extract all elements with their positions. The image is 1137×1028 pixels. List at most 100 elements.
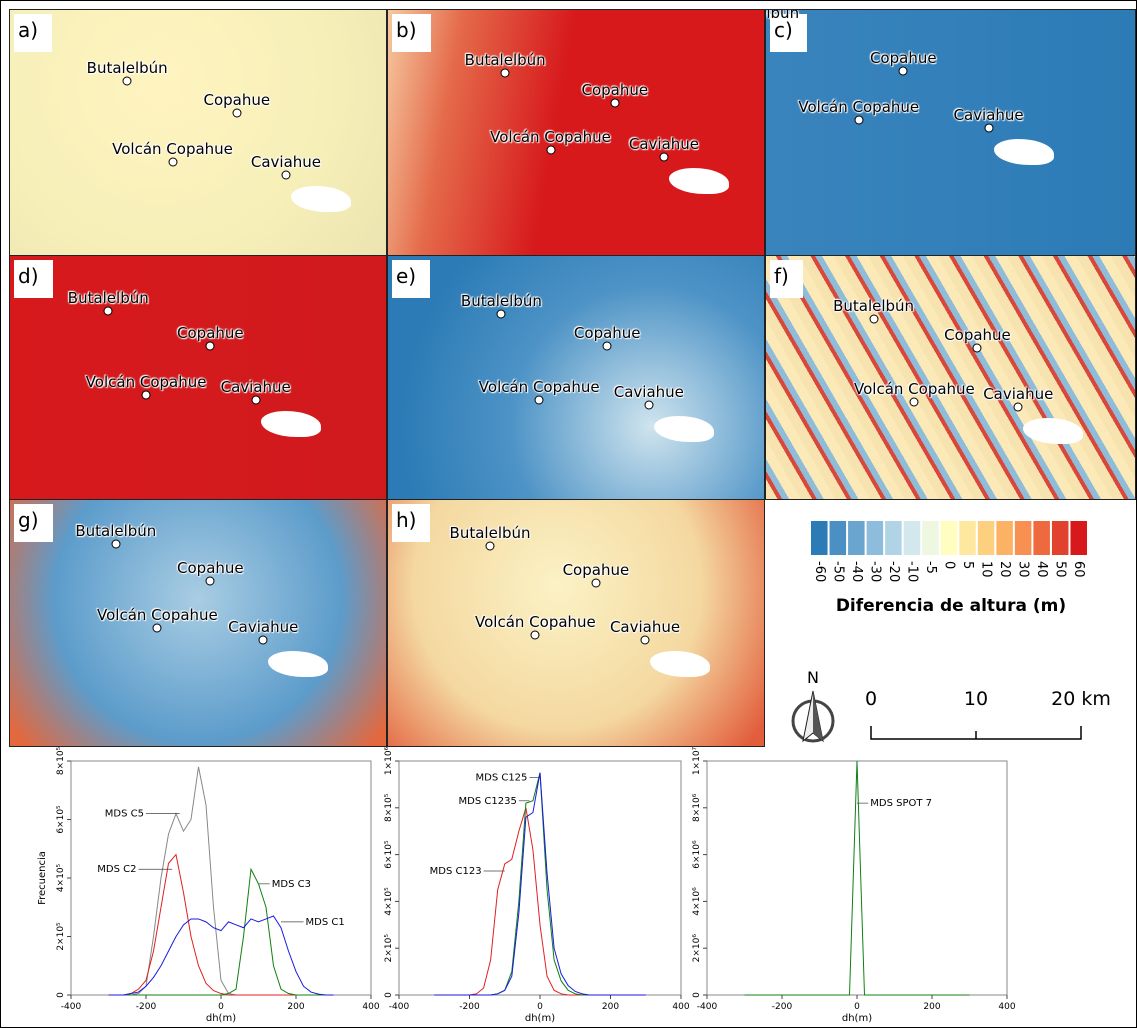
x-axis-label: dh(m) — [525, 1013, 555, 1024]
map-panel: b) Butalelbún Copahue Volcán Copahue Caviahu… — [387, 9, 765, 256]
place-marker — [909, 397, 919, 407]
legend-tick: 5 — [960, 561, 975, 569]
series-annotation: MDS C1235 — [459, 796, 517, 807]
map-panel: d) Butalelbún Copahue Volcán Copahue Caviahu… — [9, 255, 387, 500]
legend-area: Diferencia de altura (m) N 0 10 20 km -6… — [791, 521, 1111, 743]
place-marker — [205, 341, 215, 351]
legend-swatch — [885, 521, 902, 555]
panel-label: e) — [392, 260, 431, 298]
legend-tick: -20 — [886, 561, 901, 582]
series-annotation: MDS C125 — [475, 772, 527, 783]
scale-label: 0 — [865, 688, 877, 710]
lake — [268, 651, 329, 678]
plot-frame — [706, 760, 1008, 996]
legend-swatch — [1051, 521, 1069, 555]
place-name: Butalelbún — [449, 524, 531, 543]
legend-tick: -40 — [849, 561, 864, 582]
legend-swatch — [922, 521, 939, 555]
x-tick-label: 400 — [998, 1002, 1015, 1012]
place-marker — [534, 395, 544, 405]
legend-swatch — [866, 521, 884, 555]
place-marker — [500, 68, 510, 78]
place-name: Caviahue — [609, 618, 681, 637]
place-name: Volcán Copahue — [478, 377, 600, 396]
y-tick-label: 4×10⁵ — [384, 887, 394, 916]
legend-swatch — [829, 521, 847, 555]
x-tick-label: 400 — [362, 1002, 379, 1012]
series-annotation: MDS C3 — [272, 879, 311, 890]
place-marker — [591, 578, 601, 588]
y-tick-label: 1×10⁶ — [384, 747, 394, 775]
place-marker — [898, 66, 908, 76]
y-tick-label: 0 — [384, 992, 394, 998]
place-name: Volcán Copahue — [475, 613, 596, 632]
y-tick-label: 2×10⁶ — [692, 934, 702, 963]
place-name: Volcán Copahue — [854, 380, 975, 399]
legend-swatch — [848, 521, 865, 555]
place-marker — [103, 306, 113, 316]
x-tick-label: 200 — [602, 1002, 619, 1012]
place-marker — [610, 98, 620, 108]
legend-swatch — [996, 521, 1013, 555]
x-tick-label: -400 — [61, 1002, 82, 1012]
place-name: Butalelbún — [833, 296, 915, 315]
x-tick-label: 0 — [537, 1002, 543, 1012]
lake — [290, 185, 351, 212]
place-name: Caviahue — [983, 385, 1054, 403]
place-name: Caviahue — [228, 618, 299, 637]
series-line — [108, 867, 334, 996]
y-tick-label: 4×10⁶ — [692, 887, 702, 916]
legend-swatch — [959, 521, 976, 555]
place-name: Copahue — [944, 326, 1011, 345]
legend-tick: 40 — [1034, 561, 1049, 578]
x-tick-label: 200 — [287, 1002, 304, 1012]
legend-tick: -10 — [904, 561, 919, 582]
place-marker — [251, 395, 261, 405]
lake — [260, 410, 321, 437]
legend-swatch — [811, 521, 828, 555]
place-name: Copahue — [177, 558, 244, 577]
series-line — [108, 853, 334, 996]
place-marker — [984, 123, 994, 133]
lake — [1023, 418, 1084, 444]
place-name: Caviahue — [613, 382, 684, 401]
y-tick-label: 4×10⁵ — [56, 863, 66, 892]
lake — [650, 651, 711, 678]
map-panel: a) Butalelbún Copahue Volcán Copahue Caviahu… — [9, 9, 387, 256]
y-tick-label: 2×10⁵ — [384, 934, 394, 963]
scale-label: 20 km — [1051, 688, 1111, 710]
place-marker — [869, 314, 879, 324]
series-line — [108, 915, 334, 996]
legend-tick: 0 — [942, 561, 957, 569]
panel-label: b) — [392, 14, 431, 52]
legend-tick: 30 — [1016, 561, 1031, 578]
place-name: Butalelbún — [75, 521, 157, 540]
plot-frame — [398, 760, 682, 996]
place-marker — [496, 309, 506, 319]
legend-swatch — [1014, 521, 1032, 555]
place-marker — [232, 108, 242, 118]
place-marker — [640, 635, 650, 645]
map-panel: c)Butalelbún Copahue Volcán Copahue Caviahu… — [765, 9, 1136, 256]
place-name: Caviahue — [628, 135, 700, 154]
y-tick-label: 6×10⁵ — [56, 805, 66, 834]
legend-tick: 10 — [979, 561, 994, 578]
place-marker — [602, 341, 612, 351]
legend-tick: 60 — [1071, 561, 1086, 578]
series-annotation: MDS C1 — [306, 917, 345, 928]
panel-label: f) — [770, 260, 803, 298]
panel-label: g) — [14, 504, 53, 542]
series-annotation: MDS C5 — [105, 809, 144, 820]
legend-swatch — [1033, 521, 1050, 555]
place-name: Caviahue — [220, 377, 291, 396]
legend-tick: -5 — [923, 561, 938, 574]
place-name: Butalelbún — [67, 289, 149, 308]
x-tick-label: -400 — [697, 1002, 718, 1012]
lake — [653, 415, 714, 442]
x-axis-label: dh(m) — [842, 1013, 872, 1024]
place-marker — [111, 539, 121, 549]
place-marker — [546, 145, 556, 155]
map-panel: g) Butalelbún Copahue Volcán Copahue Caviahu… — [9, 499, 387, 747]
y-tick-label: 8×10⁵ — [384, 793, 394, 822]
place-marker — [281, 170, 291, 180]
